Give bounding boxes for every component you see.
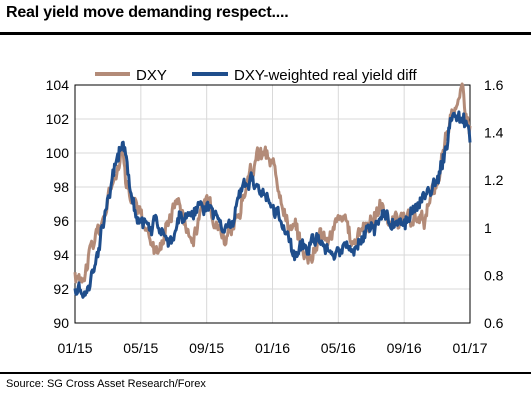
chart-title: Real yield move demanding respect....	[6, 4, 289, 21]
y-left-tick-label: 96	[53, 213, 69, 229]
series-line-dxy	[73, 82, 472, 284]
series-lines	[73, 82, 472, 299]
y-right-tick-label: 1	[484, 220, 492, 236]
y-left-tick-label: 92	[53, 281, 69, 297]
y-right-tick-label: 0.8	[484, 267, 504, 283]
x-axis-ticks: 01/15 05/15 09/15 01/16 05/16 09/16 01/17	[57, 340, 487, 356]
y-right-tick-label: 1.4	[484, 125, 504, 141]
title-rule	[0, 32, 531, 35]
y-axis-left-ticks: 104 102 100 98 96 94 92 90	[46, 77, 70, 331]
y-left-tick-label: 98	[53, 179, 69, 195]
source-rule	[0, 372, 531, 374]
plot-frame	[74, 84, 471, 324]
x-tick-label: 09/16	[387, 340, 422, 356]
x-tick-label: 05/15	[123, 340, 158, 356]
y-right-tick-label: 0.6	[484, 315, 504, 331]
legend: DXY DXY-weighted real yield diff	[95, 67, 417, 84]
y-right-tick-label: 1.6	[484, 77, 504, 93]
y-left-tick-label: 90	[53, 315, 69, 331]
series-line-real-yield-diff	[73, 110, 472, 299]
x-tick-label: 01/17	[452, 340, 487, 356]
source-note: Source: SG Cross Asset Research/Forex	[6, 378, 206, 390]
y-left-tick-label: 100	[46, 145, 70, 161]
y-right-tick-label: 1.2	[484, 172, 504, 188]
legend-label-real-yield-diff: DXY-weighted real yield diff	[234, 67, 417, 84]
y-left-tick-label: 104	[46, 77, 70, 93]
y-axis-right-ticks: 1.6 1.4 1.2 1 0.8 0.6	[484, 77, 504, 331]
x-tick-label: 01/16	[255, 340, 290, 356]
x-tick-label: 09/15	[189, 340, 224, 356]
y-left-tick-label: 94	[53, 247, 69, 263]
legend-label-dxy: DXY	[136, 67, 167, 84]
y-left-tick-label: 102	[46, 111, 70, 127]
x-tick-label: 01/15	[57, 340, 92, 356]
x-tick-label: 05/16	[321, 340, 356, 356]
